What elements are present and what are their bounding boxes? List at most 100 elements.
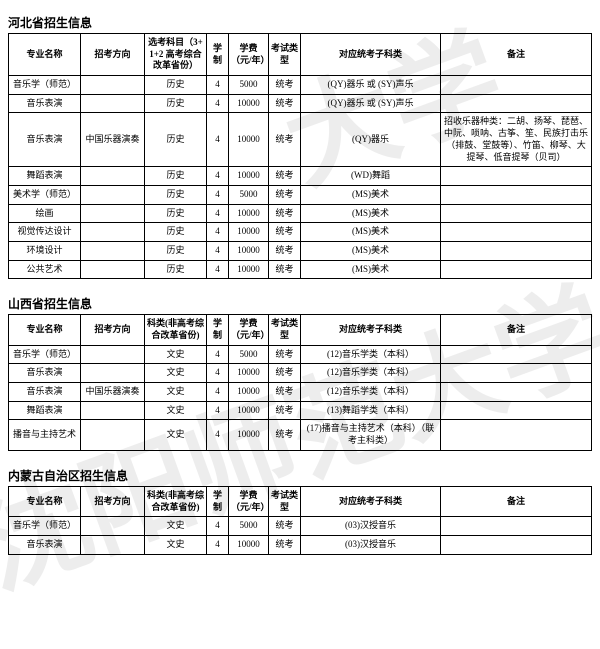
table-cell: (03)汉授音乐 (301, 535, 441, 554)
table-cell: 统考 (269, 345, 301, 364)
table-cell: 5000 (229, 76, 269, 95)
column-header: 对应统考子科类 (301, 34, 441, 76)
table-cell: 4 (207, 94, 229, 113)
column-header: 招考方向 (81, 315, 145, 345)
table-cell: (QY)器乐 (301, 113, 441, 167)
table-cell: 公共艺术 (9, 260, 81, 279)
table-cell: 4 (207, 517, 229, 536)
table-cell: 中国乐器演奏 (81, 113, 145, 167)
table-cell: (MS)美术 (301, 185, 441, 204)
section-title: 河北省招生信息 (8, 14, 592, 31)
table-cell (81, 223, 145, 242)
table-cell: (MS)美术 (301, 241, 441, 260)
column-header: 学费（元/年） (229, 486, 269, 516)
table-cell: (13)舞蹈学类（本科） (301, 401, 441, 420)
table-row: 音乐表演文史410000统考(03)汉授音乐 (9, 535, 592, 554)
table-cell: 历史 (145, 223, 207, 242)
table-cell (441, 364, 592, 383)
table-cell (81, 364, 145, 383)
table-cell (441, 401, 592, 420)
table-cell: 统考 (269, 420, 301, 450)
table-cell: 4 (207, 260, 229, 279)
table-cell: (MS)美术 (301, 204, 441, 223)
table-cell: 统考 (269, 383, 301, 402)
table-cell: 美术学（师范） (9, 185, 81, 204)
table-cell: 5000 (229, 185, 269, 204)
table-cell (81, 204, 145, 223)
section-title: 内蒙古自治区招生信息 (8, 467, 592, 484)
table-cell: 10000 (229, 223, 269, 242)
table-cell (81, 401, 145, 420)
table-cell: 统考 (269, 364, 301, 383)
table-cell: 历史 (145, 94, 207, 113)
column-header: 学费（元/年） (229, 34, 269, 76)
table-cell: 4 (207, 345, 229, 364)
table-cell: 历史 (145, 167, 207, 186)
table-cell: 中国乐器演奏 (81, 383, 145, 402)
table-row: 音乐学（师范）文史45000统考(03)汉授音乐 (9, 517, 592, 536)
table-cell (441, 260, 592, 279)
table-row: 舞蹈表演历史410000统考(WD)舞蹈 (9, 167, 592, 186)
column-header: 学制 (207, 34, 229, 76)
table-cell: 统考 (269, 94, 301, 113)
table-row: 音乐学（师范）历史45000统考(QY)器乐 或 (SY)声乐 (9, 76, 592, 95)
table-cell: 统考 (269, 401, 301, 420)
section-title: 山西省招生信息 (8, 295, 592, 312)
column-header: 学制 (207, 486, 229, 516)
table-cell: 视觉传达设计 (9, 223, 81, 242)
table-row: 音乐表演文史410000统考(12)音乐学类（本科） (9, 364, 592, 383)
table-cell: 绘画 (9, 204, 81, 223)
table-cell: 文史 (145, 535, 207, 554)
table-cell: 音乐学（师范） (9, 345, 81, 364)
table-cell: 音乐学（师范） (9, 517, 81, 536)
table-cell: 舞蹈表演 (9, 167, 81, 186)
table-row: 公共艺术历史410000统考(MS)美术 (9, 260, 592, 279)
table-row: 音乐表演中国乐器演奏文史410000统考(12)音乐学类（本科） (9, 383, 592, 402)
table-cell: (17)播音与主持艺术（本科）（联考主科类） (301, 420, 441, 450)
table-cell: 4 (207, 223, 229, 242)
table-cell: (QY)器乐 或 (SY)声乐 (301, 94, 441, 113)
table-cell: 文史 (145, 420, 207, 450)
table-cell: 文史 (145, 383, 207, 402)
document-root: 河北省招生信息专业名称招考方向选考科目（3+1+2 高考综合改革省份）学制学费（… (8, 14, 592, 565)
table-cell: 10000 (229, 383, 269, 402)
table-cell: 音乐表演 (9, 94, 81, 113)
table-row: 舞蹈表演文史410000统考(13)舞蹈学类（本科） (9, 401, 592, 420)
table-cell: 5000 (229, 345, 269, 364)
table-cell: 文史 (145, 345, 207, 364)
table-cell: 4 (207, 383, 229, 402)
table-cell: 4 (207, 420, 229, 450)
table-cell (441, 345, 592, 364)
table-cell: 历史 (145, 204, 207, 223)
table-cell: 历史 (145, 241, 207, 260)
table-cell: (03)汉授音乐 (301, 517, 441, 536)
table-cell: 4 (207, 535, 229, 554)
table-cell (441, 420, 592, 450)
column-header: 招考方向 (81, 34, 145, 76)
table-cell: 10000 (229, 535, 269, 554)
table-cell (81, 535, 145, 554)
table-cell: (WD)舞蹈 (301, 167, 441, 186)
table-cell (441, 241, 592, 260)
admissions-table: 专业名称招考方向科类(非高考综合改革省份)学制学费（元/年）考试类型对应统考子科… (8, 314, 592, 451)
table-cell: 统考 (269, 260, 301, 279)
table-cell: 历史 (145, 185, 207, 204)
table-cell (81, 241, 145, 260)
table-cell: 统考 (269, 204, 301, 223)
table-cell: 10000 (229, 401, 269, 420)
table-cell (81, 260, 145, 279)
column-header: 备注 (441, 315, 592, 345)
column-header: 考试类型 (269, 486, 301, 516)
admissions-table: 专业名称招考方向科类(非高考综合改革省份)学制学费（元/年）考试类型对应统考子科… (8, 486, 592, 555)
table-cell: 统考 (269, 167, 301, 186)
table-cell: 10000 (229, 94, 269, 113)
table-cell: 4 (207, 113, 229, 167)
table-cell: 4 (207, 401, 229, 420)
table-row: 音乐学（师范）文史45000统考(12)音乐学类（本科） (9, 345, 592, 364)
table-cell: 10000 (229, 260, 269, 279)
table-cell: 10000 (229, 241, 269, 260)
table-cell: 音乐表演 (9, 535, 81, 554)
column-header: 对应统考子科类 (301, 315, 441, 345)
table-cell: 文史 (145, 364, 207, 383)
column-header: 专业名称 (9, 34, 81, 76)
